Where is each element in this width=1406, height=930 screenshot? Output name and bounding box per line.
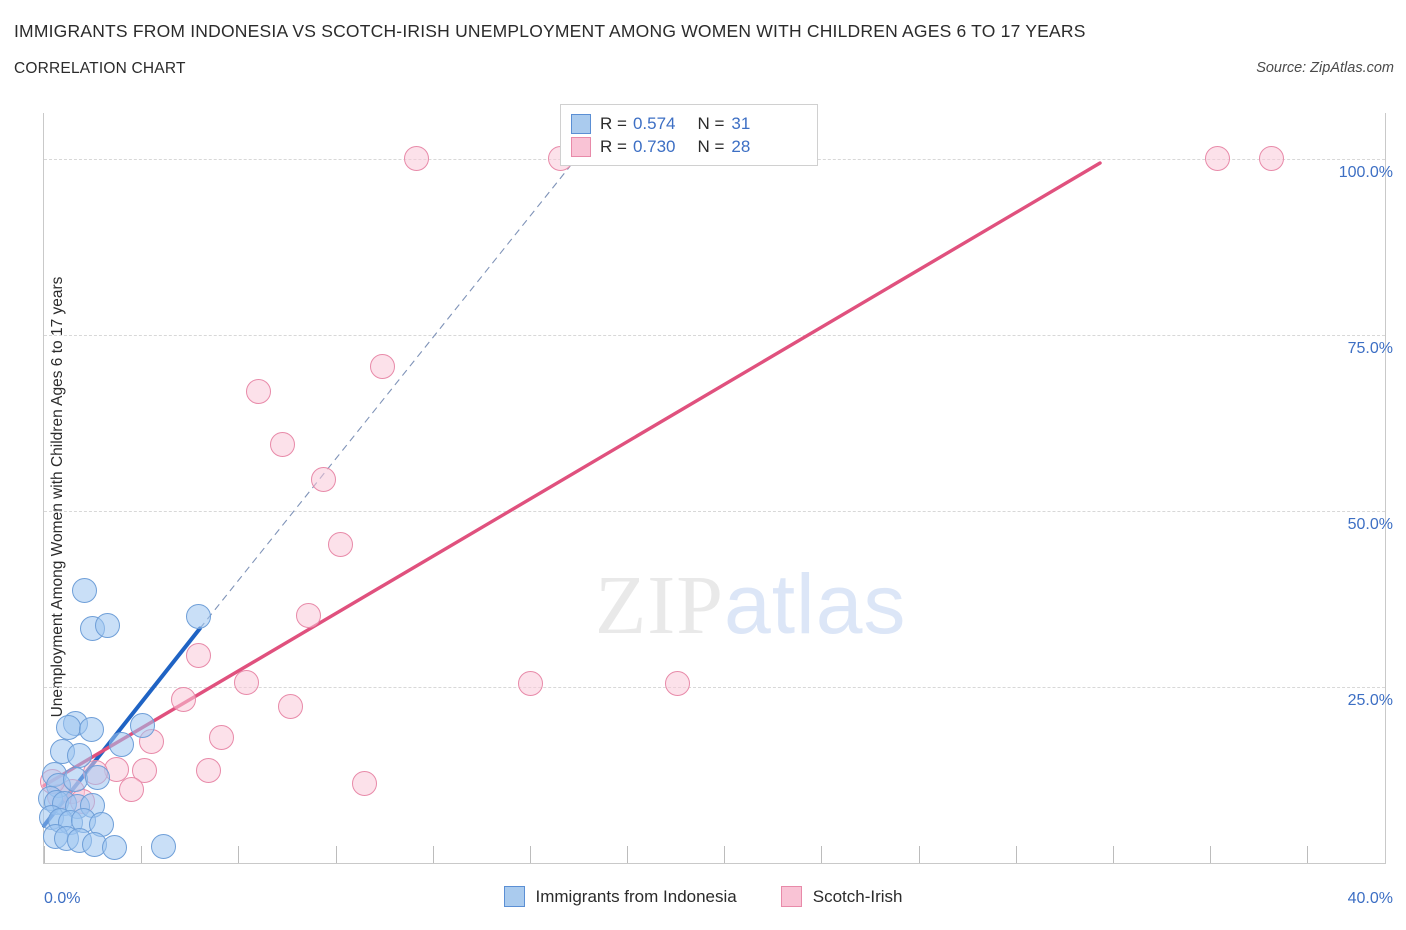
- scatter-point-pink[interactable]: [1258, 146, 1284, 172]
- scatter-point-pink[interactable]: [118, 776, 144, 802]
- x-tick-mark: [1210, 846, 1212, 863]
- x-tick-label-max: 40.0%: [1347, 890, 1393, 907]
- scatter-point-pink[interactable]: [370, 354, 396, 380]
- plot-right-border: [1385, 113, 1386, 864]
- pink-n-value: 28: [731, 136, 751, 156]
- scatter-point-blue[interactable]: [108, 732, 134, 758]
- scatter-point-pink[interactable]: [517, 670, 543, 696]
- scatter-point-pink[interactable]: [311, 466, 337, 492]
- pink-n-label: N =: [697, 136, 725, 156]
- y-axis-line: [43, 113, 44, 864]
- scatter-point-pink[interactable]: [351, 770, 377, 796]
- y-tick-label: 50.0%: [1347, 515, 1393, 533]
- scatter-point-blue[interactable]: [71, 577, 97, 603]
- blue-series-swatch-icon: [571, 113, 591, 134]
- legend-item-indonesia[interactable]: Immigrants from Indonesia: [503, 886, 737, 907]
- legend-label-indonesia: Immigrants from Indonesia: [535, 886, 737, 906]
- scatter-point-blue[interactable]: [150, 834, 176, 860]
- scatter-point-pink[interactable]: [328, 532, 354, 558]
- scatter-point-blue[interactable]: [95, 613, 121, 639]
- x-tick-mark: [821, 846, 823, 863]
- x-tick-mark: [1112, 846, 1114, 863]
- scatter-point-pink[interactable]: [269, 432, 295, 458]
- x-tick-mark: [1307, 846, 1309, 863]
- trendlines-overlay: [42, 161, 1102, 828]
- gridline: [44, 510, 1385, 512]
- x-tick-mark: [724, 846, 726, 863]
- pink-series-swatch-icon: [571, 136, 591, 157]
- trendline-pink: [42, 161, 1102, 788]
- legend-swatch-pink-icon: [780, 886, 802, 907]
- pink-r-label: R =: [600, 136, 627, 156]
- scatter-point-pink[interactable]: [185, 642, 211, 668]
- y-tick-label: 100.0%: [1338, 163, 1393, 181]
- scatter-point-pink[interactable]: [246, 378, 272, 404]
- x-tick-mark: [238, 846, 240, 863]
- chart-subtitle: CORRELATION CHART: [14, 60, 186, 77]
- scatter-point-pink[interactable]: [209, 725, 235, 751]
- plot-area: ZIPatlas: [37, 113, 1385, 863]
- x-axis-line: [43, 863, 1386, 864]
- scatter-point-blue[interactable]: [66, 742, 92, 768]
- scatter-point-blue[interactable]: [185, 604, 211, 630]
- x-tick-mark: [529, 846, 531, 863]
- scatter-point-pink[interactable]: [277, 694, 303, 720]
- legend-label-scotch-irish: Scotch-Irish: [812, 886, 903, 906]
- correlation-stats-box: R = 0.574 N = 31 R = 0.730 N = 28: [560, 104, 818, 166]
- y-tick-label: 75.0%: [1347, 339, 1393, 357]
- scatter-point-blue[interactable]: [85, 765, 111, 791]
- x-tick-mark: [44, 846, 45, 863]
- scatter-point-blue[interactable]: [79, 716, 105, 742]
- chart-title: IMMIGRANTS FROM INDONESIA VS SCOTCH-IRIS…: [14, 21, 1086, 41]
- scatter-point-pink[interactable]: [195, 758, 221, 784]
- trendline-extension-dashed: [199, 165, 571, 629]
- watermark-atlas: atlas: [724, 557, 907, 651]
- pink-r-value: 0.730: [632, 136, 676, 156]
- zipatlas-watermark: ZIPatlas: [595, 556, 906, 654]
- y-tick-label: 25.0%: [1347, 691, 1393, 709]
- scatter-point-pink[interactable]: [665, 670, 691, 696]
- scatter-point-pink[interactable]: [1204, 146, 1230, 172]
- blue-n-value: 31: [731, 113, 751, 133]
- watermark-zip: ZIP: [595, 559, 724, 652]
- scatter-point-blue[interactable]: [55, 714, 81, 740]
- x-tick-mark: [141, 846, 143, 863]
- x-tick-mark: [627, 846, 629, 863]
- gridline: [44, 334, 1385, 336]
- scatter-point-blue[interactable]: [101, 835, 127, 860]
- source-label: Source: ZipAtlas.com: [1256, 60, 1394, 76]
- x-tick-mark: [335, 846, 337, 863]
- x-tick-mark: [918, 846, 920, 863]
- blue-n-label: N =: [697, 113, 725, 133]
- x-tick-mark: [1015, 846, 1017, 863]
- blue-r-value: 0.574: [632, 113, 676, 133]
- scatter-point-pink[interactable]: [170, 687, 196, 713]
- stats-row-blue: R = 0.574 N = 31: [571, 113, 807, 134]
- scatter-point-blue[interactable]: [130, 713, 156, 739]
- gridline: [44, 686, 1385, 688]
- blue-r-label: R =: [600, 113, 627, 133]
- x-tick-label-min: 0.0%: [44, 890, 81, 907]
- scatter-point-pink[interactable]: [403, 146, 429, 172]
- legend-item-scotch-irish[interactable]: Scotch-Irish: [780, 886, 903, 907]
- chart-legend: Immigrants from Indonesia Scotch-Irish: [0, 886, 1406, 907]
- scatter-point-pink[interactable]: [234, 669, 260, 695]
- scatter-point-pink[interactable]: [296, 602, 322, 628]
- x-tick-mark: [432, 846, 434, 863]
- stats-row-pink: R = 0.730 N = 28: [571, 136, 807, 157]
- legend-swatch-blue-icon: [503, 886, 525, 907]
